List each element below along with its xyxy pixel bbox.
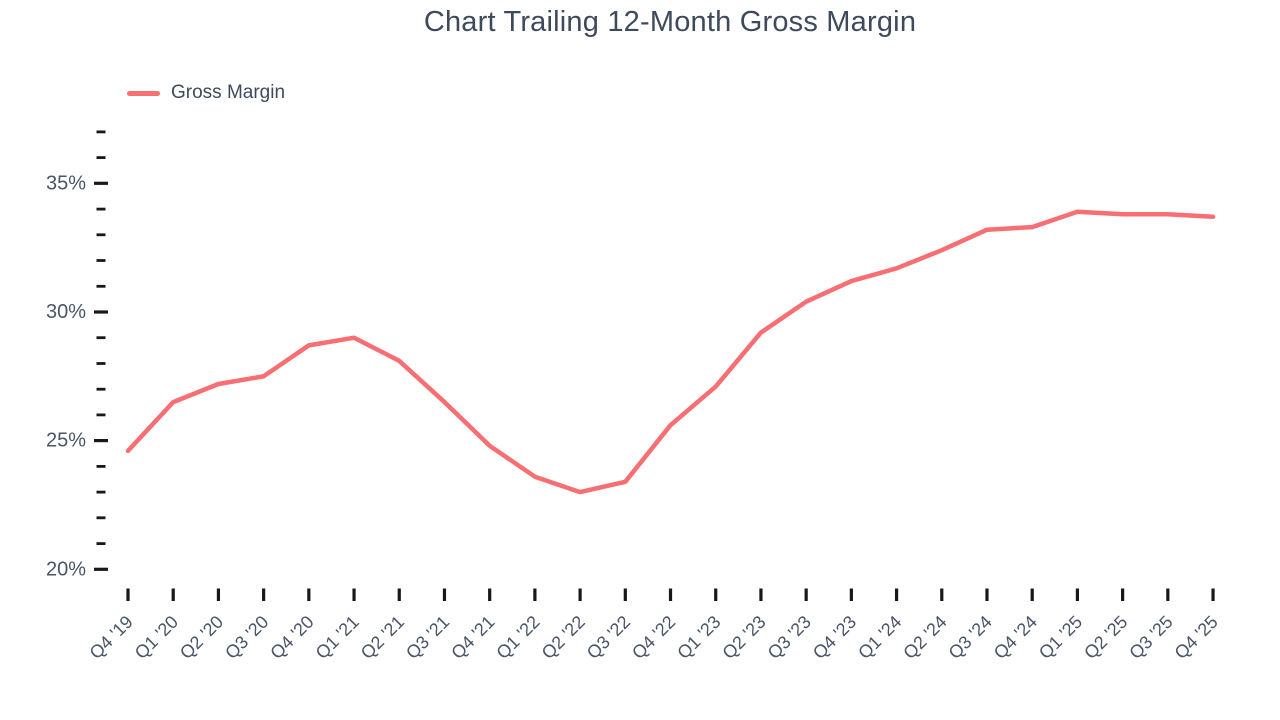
x-axis-label: Q1 '21: [312, 612, 363, 663]
legend: Gross Margin: [127, 80, 285, 106]
x-axis-label: Q3 '20: [221, 612, 272, 663]
y-axis-label: 30%: [46, 301, 86, 323]
x-axis-label: Q3 '23: [764, 612, 815, 663]
x-axis-label: Q1 '25: [1035, 612, 1086, 663]
x-axis-label: Q1 '22: [492, 612, 543, 663]
x-axis-label: Q2 '23: [718, 612, 769, 663]
x-axis-label: Q4 '19: [86, 612, 137, 663]
x-axis-label: Q3 '24: [945, 612, 996, 663]
chart-title: Chart Trailing 12-Month Gross Margin: [423, 6, 917, 38]
y-axis: 20% 25% 30% 35%: [46, 130, 108, 580]
y-axis-label: 25%: [46, 430, 86, 452]
y-axis-label: 35%: [46, 172, 86, 194]
x-axis-label: Q3 '25: [1125, 612, 1176, 663]
x-axis-label: Q1 '23: [673, 612, 724, 663]
gross-margin-line: [125, 209, 1216, 495]
x-axis-label: Q2 '22: [538, 612, 589, 663]
x-axis-label: Q4 '24: [990, 612, 1041, 663]
x-axis-label: Q2 '21: [357, 612, 408, 663]
x-axis-label: Q4 '20: [266, 612, 317, 663]
x-axis-label: Q1 '24: [854, 612, 905, 663]
x-axis-label: Q2 '25: [1080, 612, 1131, 663]
x-axis-label: Q1 '20: [131, 612, 182, 663]
x-axis-label: Q4 '23: [809, 612, 860, 663]
legend-line-swatch-icon: [127, 90, 160, 96]
x-axis-label: Q2 '20: [176, 612, 227, 663]
x-axis-label: Q3 '22: [583, 612, 634, 663]
x-axis-label: Q4 '22: [628, 612, 679, 663]
legend-series-label: Gross Margin: [171, 82, 286, 103]
y-axis-label: 20%: [46, 558, 86, 580]
x-axis-label: Q2 '24: [899, 612, 950, 663]
x-axis-label: Q4 '21: [447, 612, 498, 663]
x-axis-label: Q4 '25: [1171, 612, 1222, 663]
x-axis-label: Q3 '21: [402, 612, 453, 663]
